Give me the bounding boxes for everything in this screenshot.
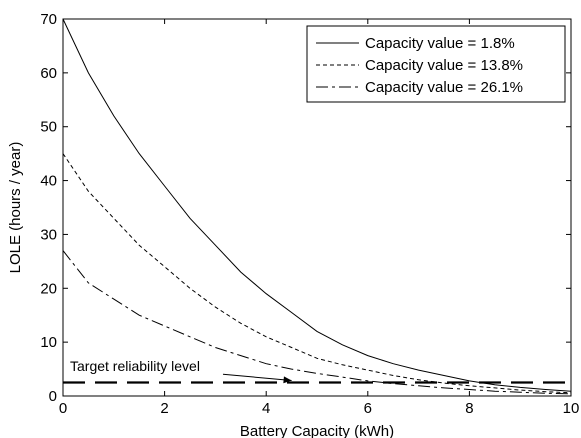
- x-tick-label: 2: [160, 400, 168, 417]
- x-tick-label: 0: [59, 400, 67, 417]
- plot-frame: [62, 18, 572, 397]
- legend-label-3: Capacity value = 26.1%: [365, 79, 523, 96]
- x-tick-label: 4: [262, 400, 270, 417]
- legend-label-1: Capacity value = 1.8%: [365, 35, 515, 52]
- x-tick-label: 10: [563, 400, 580, 417]
- y-tick-label: 30: [40, 226, 57, 243]
- x-axis-label: Battery Capacity (kWh): [240, 423, 394, 438]
- y-tick-label: 40: [40, 173, 57, 190]
- legend-box: [306, 25, 566, 103]
- series-line-3: [62, 250, 572, 395]
- legend: Capacity value = 1.8% Capacity value = 13…: [306, 25, 566, 103]
- x-tick-label: 6: [364, 400, 372, 417]
- y-tick-label: 20: [40, 280, 57, 297]
- y-tick-label: 70: [40, 11, 57, 28]
- x-tick-label: 8: [465, 400, 473, 417]
- y-tick-label: 50: [40, 119, 57, 136]
- annotation-arrow: [222, 373, 292, 382]
- legend-label-2: Capacity value = 13.8%: [365, 57, 523, 74]
- annotation-arrowhead: [283, 376, 292, 384]
- y-tick-label: 0: [49, 388, 57, 405]
- y-tick-label: 10: [40, 334, 57, 351]
- axes: 0 2 4 6 8 10 0 10 20 30 40 50 60 70: [40, 11, 579, 417]
- annotation-text: Target reliability level: [70, 358, 200, 374]
- series-line-2: [62, 153, 572, 394]
- y-tick-label: 60: [40, 65, 57, 82]
- y-axis-label: LOLE (hours / year): [7, 142, 24, 274]
